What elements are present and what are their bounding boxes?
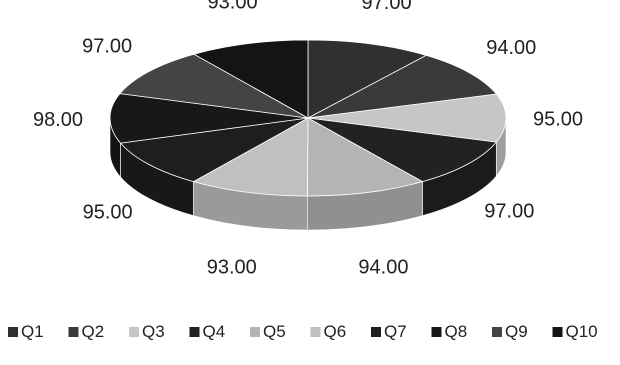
legend-label-q5: Q5 (263, 322, 286, 341)
data-label-q10: 93.00 (208, 0, 258, 14)
data-label-q9: 97.00 (82, 35, 132, 57)
legend-swatch-q9 (492, 327, 502, 337)
data-label-q2: 94.00 (486, 37, 536, 59)
data-label-q4: 97.00 (484, 200, 534, 222)
data-label-q1: 97.00 (362, 0, 412, 14)
legend-swatch-q6 (310, 327, 321, 337)
pie-slice-q9 (119, 53, 309, 119)
data-labels: 97.00 94.00 95.00 97.00 94.00 93.00 95.00 98.00… (33, 0, 583, 279)
pie-slice-q4 (307, 117, 498, 183)
pie-slice-q8 (109, 93, 309, 144)
pie-slice-q10 (193, 39, 309, 119)
legend-label-q1: Q1 (21, 322, 44, 341)
pie-slice-q3 (307, 93, 507, 143)
legend-swatch-q7 (371, 327, 381, 337)
legend-swatch-q1 (8, 327, 18, 337)
legend-label-q7: Q7 (384, 322, 407, 341)
legend-swatch-q10 (552, 327, 563, 337)
data-label-q8: 98.00 (33, 109, 83, 131)
pie-slice-q1 (307, 39, 428, 119)
pie-slice-q2 (307, 54, 498, 119)
legend-swatch-q3 (129, 327, 139, 337)
data-label-q3: 95.00 (533, 108, 583, 130)
data-label-q7: 95.00 (83, 201, 133, 223)
data-label-q6: 93.00 (207, 257, 257, 279)
data-label-q5: 94.00 (358, 257, 408, 279)
pie-top-face (109, 39, 507, 197)
legend-label-q8: Q8 (445, 322, 468, 341)
legend-swatch-q5 (250, 327, 260, 337)
legend-swatch-q8 (431, 327, 442, 337)
pie-slice-q7 (119, 117, 309, 183)
legend-swatch-q2 (68, 327, 79, 337)
legend-label-q3: Q3 (142, 322, 165, 341)
legend-label-q2: Q2 (82, 322, 105, 341)
legend-label-q6: Q6 (324, 322, 347, 341)
pie-slice-q5 (306, 117, 424, 197)
legend: Q1 Q2 Q3 Q4 Q5 Q6 Q7 Q8 Q9 Q10 (8, 322, 598, 341)
legend-label-q9: Q9 (505, 322, 528, 341)
legend-label-q4: Q4 (203, 322, 226, 341)
legend-label-q10: Q10 (566, 322, 598, 341)
pie-slice-q6 (192, 117, 309, 197)
legend-swatch-q4 (189, 327, 200, 337)
